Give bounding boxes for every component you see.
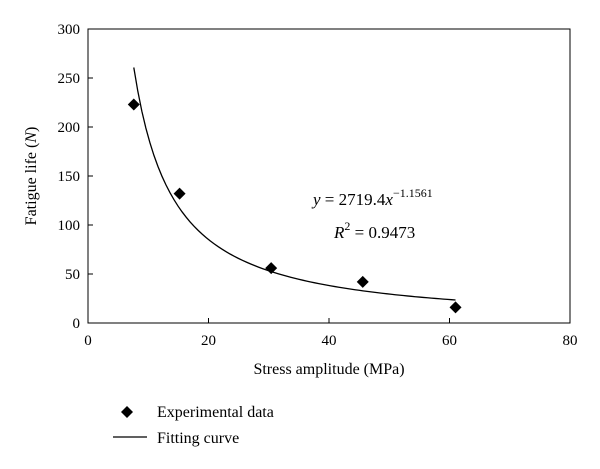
y-tick-label: 0 (73, 316, 81, 332)
legend-label-fitting-curve: Fitting curve (157, 430, 239, 447)
x-tick-label: 60 (442, 333, 457, 349)
data-point (173, 187, 186, 200)
y-tick-label: 150 (58, 169, 81, 185)
fit-equation-annotation: y = 2719.4x−1.1561 (311, 186, 433, 209)
data-point (127, 98, 140, 111)
legend-marker-experimental-data (121, 406, 133, 418)
y-tick-label: 100 (58, 218, 81, 234)
x-tick-label: 20 (201, 333, 216, 349)
plot-frame (87, 28, 571, 324)
legend-label-experimental-data: Experimental data (157, 404, 274, 421)
data-point (356, 275, 369, 288)
data-point (449, 301, 462, 314)
plot-area: 0 20 40 60 80 0 50 100 150 200 250 300 (58, 22, 578, 349)
y-axis-ticks: 0 50 100 150 200 250 300 (58, 22, 93, 332)
y-tick-label: 300 (58, 22, 81, 38)
x-tick-label: 0 (84, 333, 92, 349)
x-tick-label: 40 (322, 333, 337, 349)
data-point (265, 262, 278, 275)
y-tick-label: 250 (58, 71, 81, 87)
legend: Experimental data Fitting curve (113, 404, 274, 447)
x-tick-label: 80 (563, 333, 578, 349)
y-tick-label: 50 (65, 267, 80, 283)
experimental-data-points (127, 98, 462, 314)
y-axis-title: Fatigue life (N) (23, 127, 40, 226)
x-axis-title: Stress amplitude (MPa) (253, 361, 404, 378)
r-squared-annotation: R2 = 0.9473 (333, 219, 415, 242)
x-axis-ticks: 0 20 40 60 80 (84, 318, 578, 349)
fitting-curve-line (133, 67, 456, 301)
y-tick-label: 200 (58, 120, 81, 136)
